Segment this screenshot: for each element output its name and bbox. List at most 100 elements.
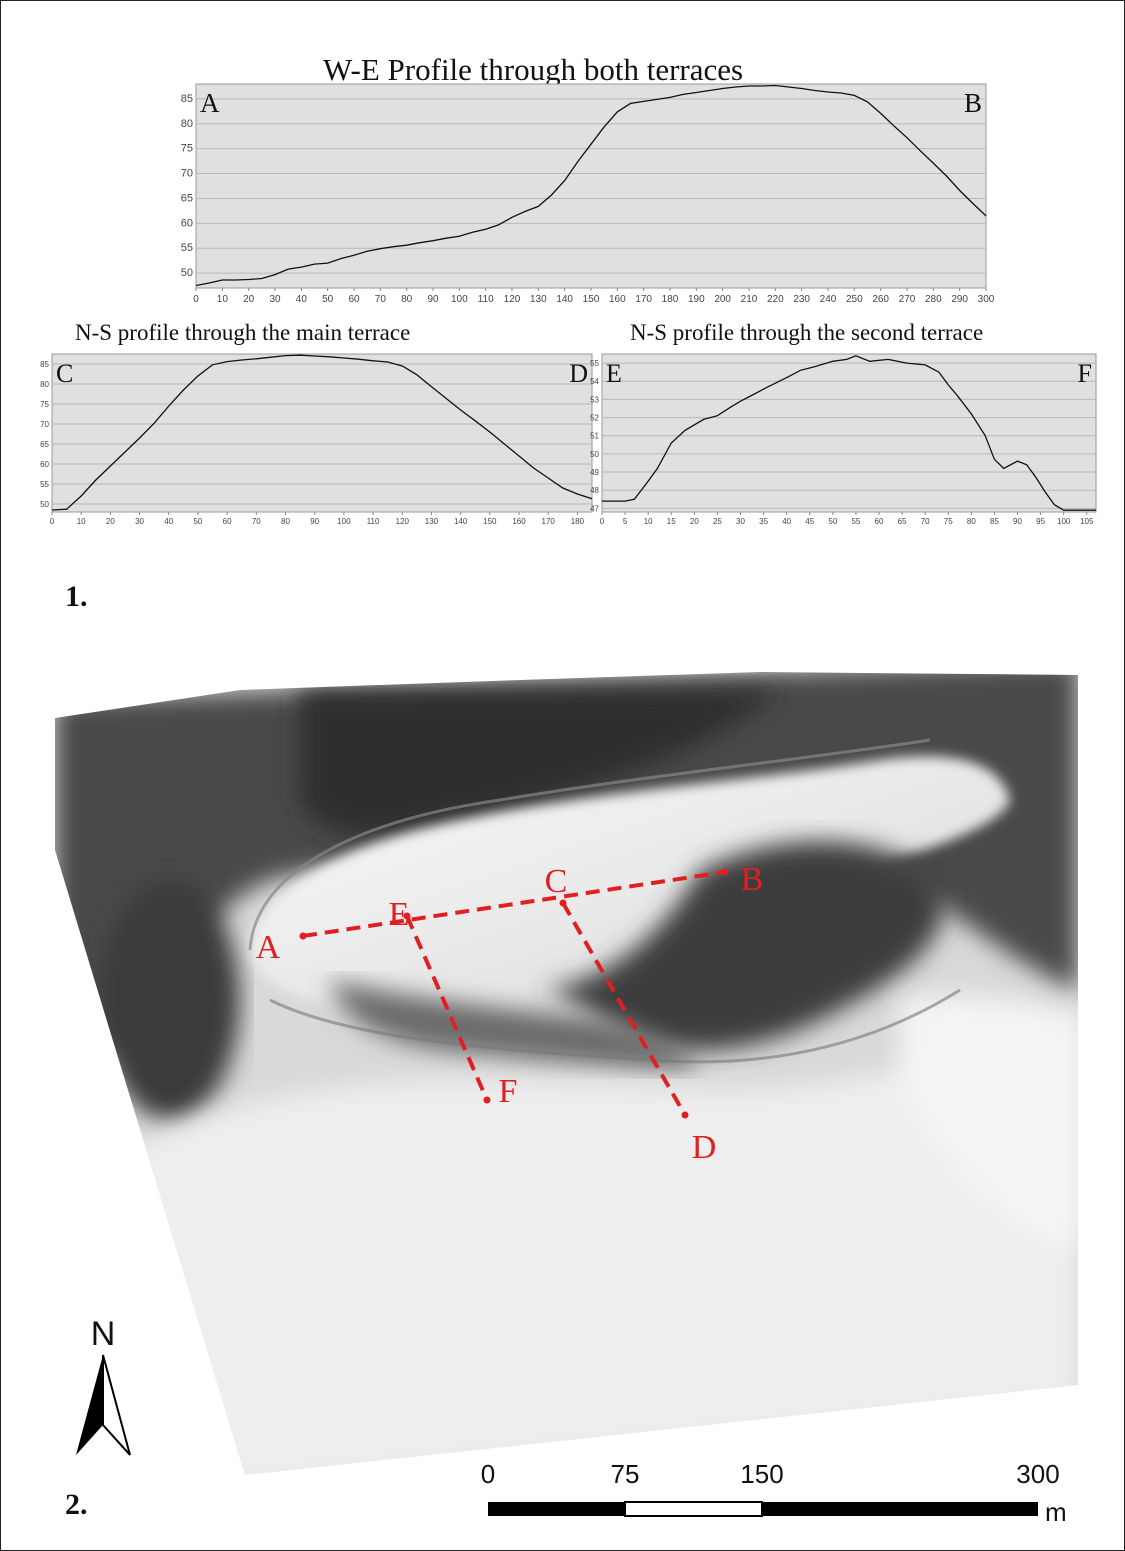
x-tick-label: 70 (921, 517, 930, 526)
profile-end-label: B (964, 88, 982, 118)
x-tick-label: 50 (193, 517, 202, 526)
x-tick-label: 100 (1057, 517, 1071, 526)
y-tick-label: 52 (590, 414, 599, 423)
profile-end-label: D (569, 359, 588, 388)
x-tick-label: 25 (713, 517, 722, 526)
terrain (55, 672, 1078, 1475)
scale-bar: 0 75 150 300 m (481, 1459, 1067, 1527)
y-tick-label: 65 (40, 440, 49, 449)
y-tick-label: 55 (40, 480, 49, 489)
figure-label-2: 2. (65, 1488, 88, 1521)
y-tick-label: 80 (40, 380, 49, 389)
plot-area (51, 353, 593, 513)
y-tick-label: 50 (40, 500, 49, 509)
scale-tick-300: 300 (1016, 1459, 1059, 1489)
x-tick-label: 30 (736, 517, 745, 526)
x-tick-label: 60 (348, 294, 360, 305)
x-tick-label: 210 (741, 294, 758, 305)
x-tick-label: 100 (451, 294, 468, 305)
y-tick-label: 80 (181, 118, 193, 130)
map-point-label-e: E (389, 896, 410, 933)
x-tick-label: 10 (644, 517, 653, 526)
x-tick-label: 130 (530, 294, 547, 305)
y-tick-label: 49 (590, 468, 599, 477)
chart-title-second-terrace: N-S profile through the second terrace (630, 320, 984, 345)
x-tick-label: 140 (454, 517, 468, 526)
x-tick-label: 170 (542, 517, 556, 526)
x-tick-label: 20 (690, 517, 699, 526)
x-tick-label: 105 (1080, 517, 1094, 526)
profile-series-line (602, 355, 1096, 511)
y-tick-label: 53 (590, 395, 599, 404)
scale-tick-150: 150 (740, 1459, 783, 1489)
profile-endpoint (721, 868, 729, 876)
x-tick-label: 170 (635, 294, 652, 305)
y-tick-label: 60 (40, 460, 49, 469)
y-tick-label: 54 (590, 377, 599, 386)
scale-tick-0: 0 (481, 1459, 495, 1489)
x-tick-label: 290 (951, 294, 968, 305)
x-tick-label: 150 (583, 294, 600, 305)
y-tick-label: 65 (181, 192, 193, 204)
x-tick-label: 30 (135, 517, 144, 526)
map-point-label-c: C (545, 863, 568, 900)
x-tick-label: 10 (217, 294, 229, 305)
north-label: N (91, 1315, 116, 1353)
profile-series-line (195, 84, 987, 287)
ns-second-terrace-chart: 47 48 49 50 51 52 53 54 55 0 5 10 15 20 25 30 35 40 45 50 55… (590, 353, 1097, 526)
x-tick-label: 300 (978, 294, 995, 305)
x-tick-label: 15 (667, 517, 676, 526)
x-tick-label: 110 (478, 294, 494, 305)
y-tick-label: 50 (181, 267, 193, 279)
x-tick-label: 90 (310, 517, 319, 526)
x-tick-label: 120 (396, 517, 410, 526)
y-tick-label: 51 (590, 432, 599, 441)
x-tick-label: 5 (623, 517, 628, 526)
profile-start-label: E (606, 359, 622, 388)
x-tick-label: 70 (375, 294, 387, 305)
y-tick-label: 70 (40, 420, 49, 429)
x-tick-label: 0 (600, 517, 605, 526)
x-tick-label: 260 (872, 294, 889, 305)
x-tick-label: 120 (504, 294, 521, 305)
profile-endpoint (299, 932, 307, 940)
x-tick-label: 90 (1013, 517, 1022, 526)
profile-end-label: F (1078, 359, 1092, 388)
chart-title-we: W-E Profile through both terraces (323, 52, 744, 87)
y-tick-label: 55 (590, 359, 599, 368)
y-tick-label: 75 (40, 400, 49, 409)
x-tick-label: 80 (281, 517, 290, 526)
x-tick-label: 190 (688, 294, 705, 305)
profile-endpoint (559, 899, 567, 907)
x-tick-label: 95 (1036, 517, 1045, 526)
plot-area (601, 353, 1097, 513)
x-tick-label: 30 (269, 294, 281, 305)
y-tick-label: 48 (590, 486, 599, 495)
x-tick-label: 0 (193, 294, 199, 305)
map-point-label-a: A (256, 929, 281, 966)
x-tick-label: 65 (898, 517, 907, 526)
x-tick-label: 40 (164, 517, 173, 526)
x-tick-label: 50 (322, 294, 334, 305)
x-tick-label: 55 (851, 517, 860, 526)
x-tick-label: 160 (512, 517, 526, 526)
x-tick-label: 40 (296, 294, 308, 305)
x-tick-label: 180 (662, 294, 679, 305)
x-tick-label: 280 (925, 294, 942, 305)
y-tick-label: 75 (181, 143, 193, 155)
chart-title-main-terrace: N-S profile through the main terrace (75, 320, 411, 345)
y-tick-label: 60 (181, 217, 193, 229)
profile-endpoint (483, 1096, 491, 1104)
x-tick-label: 70 (252, 517, 261, 526)
ns-main-terrace-chart: 50 55 60 65 70 75 80 85 0 10 20 30 40 50 60 70 80 90 100 11… (40, 353, 593, 526)
x-tick-label: 220 (767, 294, 784, 305)
x-tick-label: 60 (875, 517, 884, 526)
x-tick-label: 85 (990, 517, 999, 526)
profile-series-line (51, 354, 593, 511)
y-tick-label: 55 (181, 242, 193, 254)
profile-line-AB (302, 870, 726, 938)
profile-endpoint (681, 1111, 689, 1119)
x-tick-label: 250 (846, 294, 863, 305)
x-tick-label: 50 (828, 517, 837, 526)
